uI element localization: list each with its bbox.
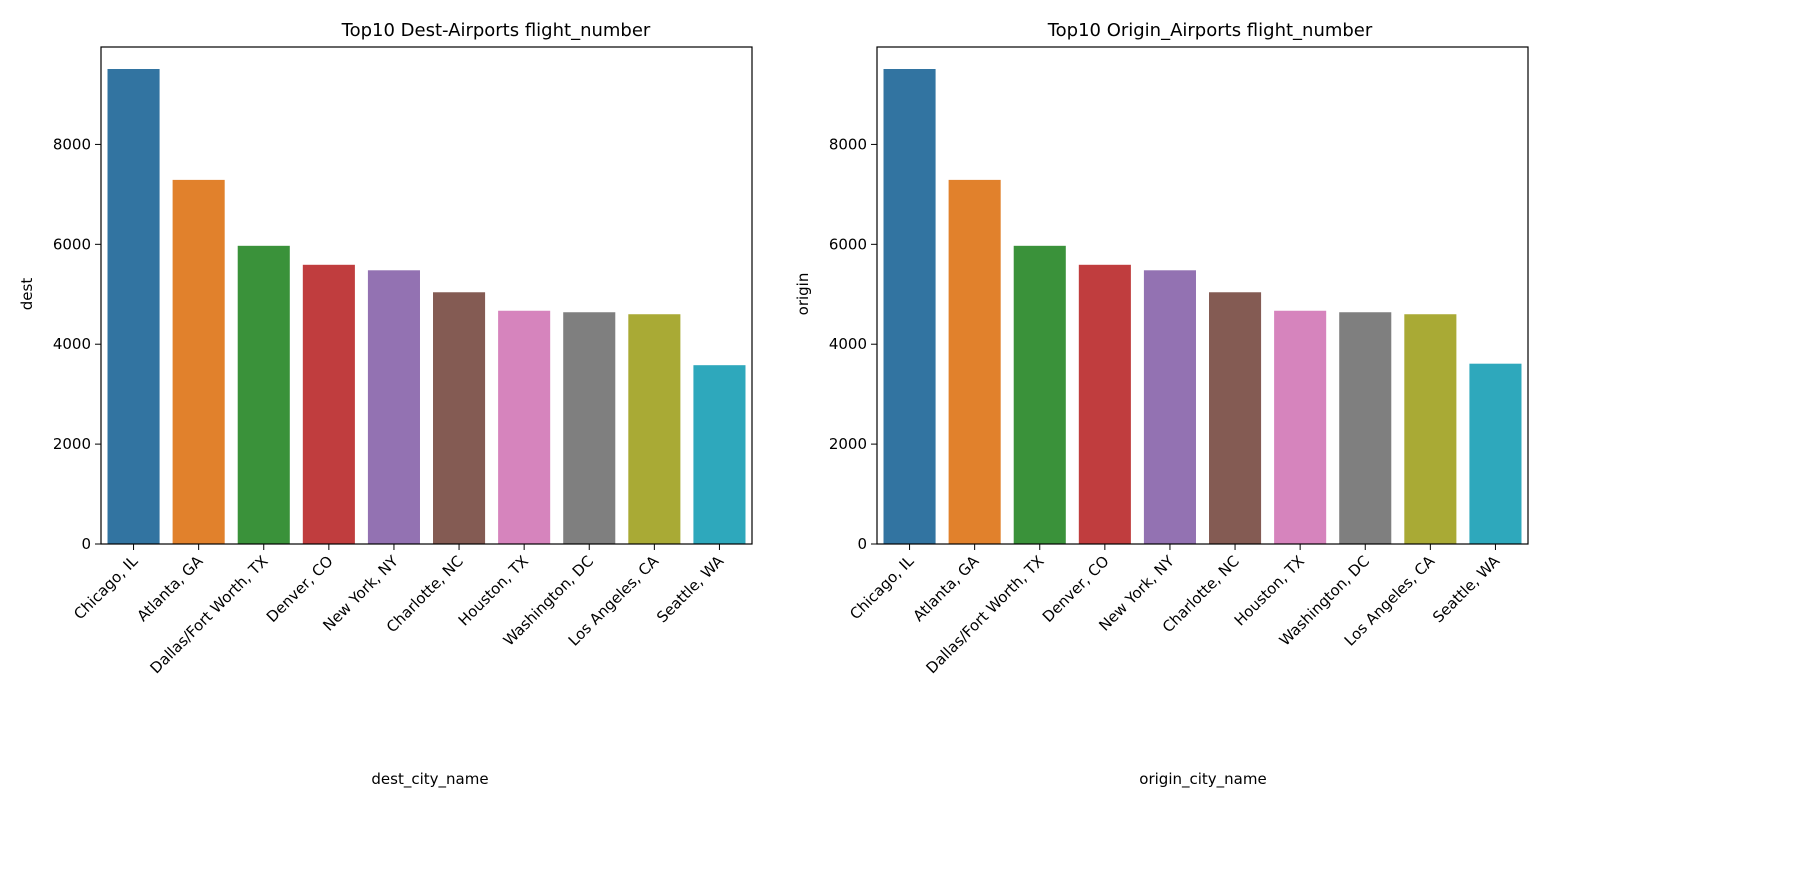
bar-charlotte-nc <box>433 292 486 544</box>
y-tick-label: 0 <box>857 535 867 553</box>
bar-seattle-wa <box>693 365 746 544</box>
origin-airports-chart: Top10 Origin_Airports flight_number orig… <box>794 20 1529 789</box>
bar-group <box>883 69 1522 544</box>
bar-dallas-fort-worth-tx <box>237 245 290 544</box>
y-tick-group: 0 2000 4000 6000 8000 <box>829 135 877 553</box>
y-tick-label: 4000 <box>53 335 91 353</box>
bar-houston-tx <box>1274 310 1327 544</box>
bar-denver-co <box>1078 264 1131 544</box>
bar-new-york-ny <box>367 270 420 544</box>
plot-frame <box>876 46 1529 545</box>
y-axis-label: dest <box>18 278 36 311</box>
bar-washington-dc <box>563 312 616 544</box>
y-tick-label: 4000 <box>829 335 867 353</box>
x-tick-label: Chicago, IL <box>846 552 918 624</box>
dest-airports-chart: Top10 Dest-Airports flight_number dest d… <box>18 20 753 789</box>
bar-atlanta-ga <box>948 179 1001 544</box>
x-axis-label: origin_city_name <box>1139 770 1266 789</box>
y-tick-label: 0 <box>81 535 91 553</box>
bar-chicago-il <box>107 69 160 544</box>
x-tick-label: Dallas/Fort Worth, TX <box>146 552 271 677</box>
bar-dallas-fort-worth-tx <box>1013 245 1066 544</box>
x-tick-label: Dallas/Fort Worth, TX <box>922 552 1047 677</box>
y-tick-label: 6000 <box>829 235 867 253</box>
x-axis-label: dest_city_name <box>371 770 488 789</box>
bar-houston-tx <box>498 310 551 544</box>
bar-los-angeles-ca <box>628 314 681 544</box>
bar-atlanta-ga <box>172 179 225 544</box>
x-tick-label: Seattle, WA <box>653 552 728 627</box>
bar-charlotte-nc <box>1209 292 1262 544</box>
y-tick-label: 8000 <box>53 135 91 153</box>
y-tick-group: 0 2000 4000 6000 8000 <box>53 135 101 553</box>
y-tick-label: 8000 <box>829 135 867 153</box>
bar-los-angeles-ca <box>1404 314 1457 544</box>
y-tick-label: 2000 <box>829 435 867 453</box>
x-tick-label: Seattle, WA <box>1429 552 1504 627</box>
chart-title: Top10 Dest-Airports flight_number <box>341 20 651 41</box>
bar-chicago-il <box>883 69 936 544</box>
y-tick-label: 2000 <box>53 435 91 453</box>
plot-frame <box>100 46 753 545</box>
y-tick-label: 6000 <box>53 235 91 253</box>
x-tick-label: Chicago, IL <box>70 552 142 624</box>
bar-washington-dc <box>1339 312 1392 544</box>
bar-new-york-ny <box>1143 270 1196 544</box>
bar-group <box>107 69 746 544</box>
bar-seattle-wa <box>1469 363 1522 544</box>
y-axis-label: origin <box>794 273 812 316</box>
bar-denver-co <box>302 264 355 544</box>
chart-title: Top10 Origin_Airports flight_number <box>1047 20 1373 41</box>
